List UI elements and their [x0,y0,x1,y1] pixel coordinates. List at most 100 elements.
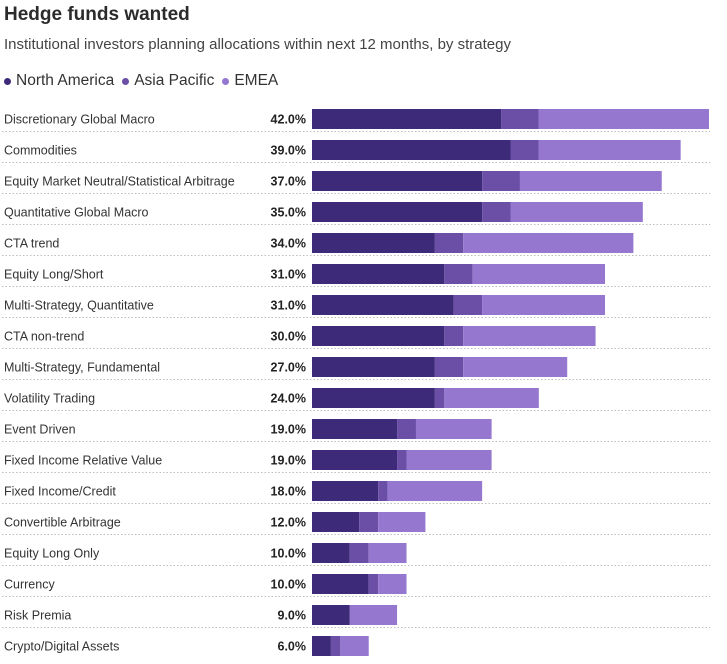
bar-segment-emea [406,450,492,470]
bar-segment-emea [519,171,662,191]
chart-title: Hedge funds wanted [4,4,190,25]
bar-row: Equity Long Only 10.0% [2,543,710,566]
total-value-label: 10.0% [271,547,306,561]
bar-segment-asia-pacific [378,481,388,501]
total-value-label: 19.0% [271,423,306,437]
category-label: Volatility Trading [4,392,95,406]
bar-segment-emea [510,202,643,222]
category-label: Currency [4,578,55,592]
category-label: Event Driven [4,423,76,437]
bar-row: CTA non-trend 30.0% [2,326,710,349]
bar-segment-north-america [312,543,350,563]
category-label: Multi-Strategy, Quantitative [4,299,154,313]
total-value-label: 34.0% [271,237,306,251]
bar-segment-asia-pacific [482,171,520,191]
bar-segment-emea [368,543,407,563]
bar-segment-north-america [312,388,435,408]
total-value-label: 18.0% [271,485,306,499]
legend-item-asia-pacific: Asia Pacific [122,72,214,90]
bar-segment-north-america [312,419,398,439]
bar-row: Multi-Strategy, Fundamental 27.0% [2,357,710,380]
legend: North America Asia Pacific EMEA [4,72,278,90]
bar-segment-asia-pacific [444,264,473,284]
bar-segment-north-america [312,264,445,284]
category-label: Crypto/Digital Assets [4,640,119,654]
bar-segment-asia-pacific [434,357,464,377]
total-value-label: 24.0% [271,392,306,406]
bar-segment-north-america [312,326,445,346]
bar-segment-north-america [312,140,511,160]
bar-segment-north-america [312,605,350,625]
bar-segment-north-america [312,481,379,501]
legend-label-asia-pacific: Asia Pacific [134,72,215,89]
bar-row: Commodities 39.0% [2,140,710,163]
bar-segment-emea [472,264,606,284]
bar-segment-emea [415,419,492,439]
category-label: CTA trend [4,237,59,251]
legend-swatch-emea [222,77,230,85]
category-label: Fixed Income/Credit [4,485,116,499]
category-label: Risk Premia [4,609,71,623]
bar-segment-north-america [312,450,398,470]
chart-subtitle: Institutional investors planning allocat… [4,36,511,53]
bar-segment-emea [340,636,369,656]
legend-swatch-north-america [4,77,11,85]
bar-segment-asia-pacific [368,574,379,594]
bar-segment-emea [538,140,681,160]
bar-segment-emea [538,109,709,129]
total-value-label: 31.0% [271,299,306,313]
total-value-label: 31.0% [271,268,306,282]
bar-segment-asia-pacific [349,543,369,563]
bar-row: Quantitative Global Macro 35.0% [2,202,710,225]
total-value-label: 9.0% [278,609,307,623]
bar-segment-emea [378,512,426,532]
bar-row: Discretionary Global Macro 42.0% [2,109,710,132]
bar-segment-asia-pacific [444,326,464,346]
category-label: CTA non-trend [4,330,84,344]
bar-segment-emea [387,481,483,501]
legend-label-north-america: North America [16,72,115,89]
category-label: Fixed Income Relative Value [4,454,162,468]
bar-segment-emea [482,295,606,315]
bar-segment-north-america [312,636,331,656]
bar-segment-asia-pacific [482,202,511,222]
bar-segment-north-america [312,512,360,532]
bar-segment-north-america [312,233,435,253]
bar-row: Equity Market Neutral/Statistical Arbitr… [2,171,710,194]
total-value-label: 27.0% [271,361,306,375]
total-value-label: 12.0% [271,516,306,530]
bar-segment-asia-pacific [501,109,539,129]
bar-segment-asia-pacific [453,295,483,315]
bar-row: Volatility Trading 24.0% [2,388,710,411]
bar-segment-north-america [312,357,435,377]
total-value-label: 10.0% [271,578,306,592]
bar-segment-asia-pacific [434,388,445,408]
bar-segment-emea [378,574,407,594]
bar-segment-north-america [312,171,483,191]
bar-segment-emea [463,357,568,377]
category-label: Quantitative Global Macro [4,206,149,220]
bar-segment-emea [463,326,596,346]
bar-segment-emea [463,233,634,253]
bar-segment-asia-pacific [397,419,416,439]
category-label: Equity Market Neutral/Statistical Arbitr… [4,175,235,189]
category-label: Convertible Arbitrage [4,516,121,530]
total-value-label: 19.0% [271,454,306,468]
category-label: Equity Long/Short [4,268,104,282]
bar-segment-asia-pacific [359,512,379,532]
bar-row: Risk Premia 9.0% [2,605,710,628]
bar-row: Fixed Income/Credit 18.0% [2,481,710,504]
bar-row: Multi-Strategy, Quantitative 31.0% [2,295,710,318]
legend-swatch-asia-pacific [122,77,130,85]
total-value-label: 30.0% [271,330,306,344]
bar-row: Fixed Income Relative Value 19.0% [2,450,710,473]
bar-segment-north-america [312,109,502,129]
category-label: Discretionary Global Macro [4,113,155,127]
bar-segment-emea [444,388,539,408]
bar-row: CTA trend 34.0% [2,233,710,256]
bar-segment-asia-pacific [397,450,407,470]
bar-segment-north-america [312,574,369,594]
legend-item-north-america: North America [4,72,114,90]
bar-segment-asia-pacific [434,233,464,253]
